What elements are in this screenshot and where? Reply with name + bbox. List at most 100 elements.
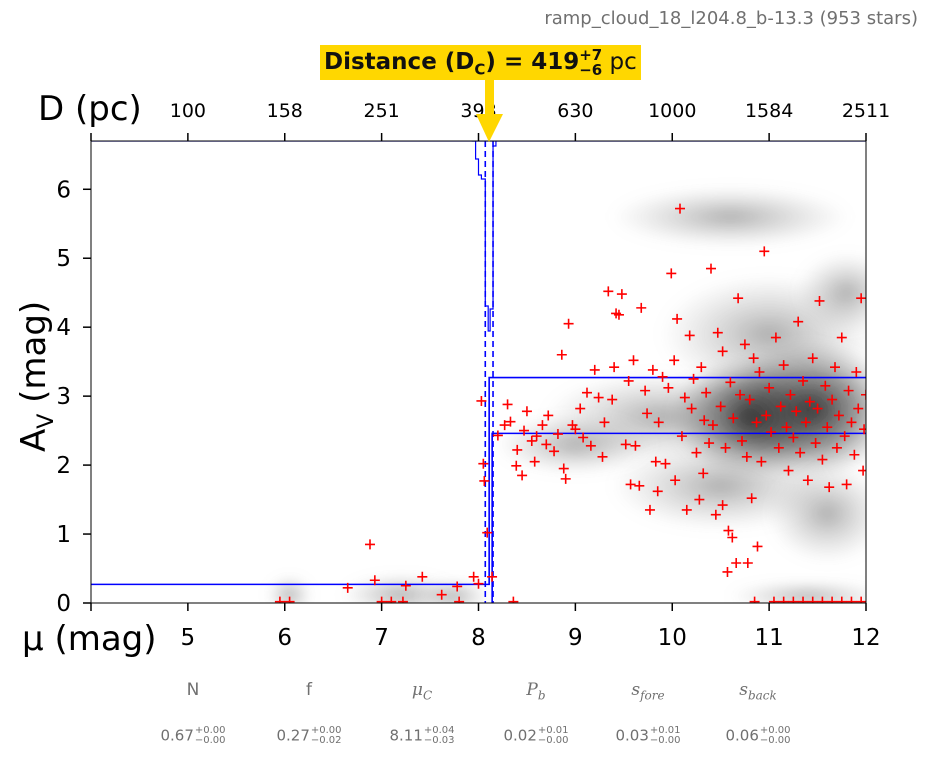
star-marker — [563, 318, 574, 329]
x-tick-label: 7 — [374, 625, 389, 651]
star-marker — [676, 431, 687, 442]
density-blob — [267, 576, 312, 603]
y-tick-label: 0 — [56, 591, 71, 617]
param-name: N — [186, 680, 200, 700]
star-marker — [684, 330, 695, 341]
star-marker — [686, 403, 697, 414]
star-marker — [759, 246, 770, 257]
star-marker — [827, 394, 838, 405]
star-marker — [512, 444, 523, 455]
star-marker — [511, 460, 522, 471]
star-marker — [642, 408, 653, 419]
density-blob — [727, 582, 866, 603]
star-marker — [647, 364, 658, 375]
cloud-title: ramp_cloud_18_l204.8_b-13.3 (953 stars) — [544, 8, 918, 29]
star-marker — [853, 403, 864, 414]
x-tick-label: 10 — [658, 625, 687, 651]
density-blob — [796, 252, 866, 333]
star-marker — [701, 387, 712, 398]
star-marker — [851, 367, 862, 377]
star-marker — [640, 385, 651, 396]
y-tick-label: 4 — [56, 315, 71, 341]
star-marker — [775, 401, 786, 412]
star-marker — [607, 394, 618, 405]
star-marker — [482, 527, 493, 538]
parameter-table: N 0.67 +0.00 −0.00 f 0.27 +0.00 −0.02 μC 8.11 +0.0… — [0, 670, 928, 760]
star-marker — [810, 438, 821, 449]
star-marker — [657, 371, 668, 382]
y-tick-label: 2 — [56, 453, 71, 479]
star-marker — [698, 468, 709, 479]
star-marker — [748, 353, 759, 364]
star-marker — [778, 360, 789, 371]
top-tick-label: 1584 — [745, 100, 793, 122]
star-marker — [582, 387, 592, 398]
density-blob — [419, 580, 490, 603]
star-marker — [531, 431, 542, 442]
x-tick-label: 11 — [754, 625, 783, 651]
star-marker — [652, 486, 663, 497]
star-marker — [487, 571, 498, 582]
top-tick-label: 2511 — [842, 100, 890, 122]
top-tick-label: 1000 — [648, 100, 696, 122]
distance-pointer — [476, 80, 503, 142]
param-name: Pb — [526, 680, 546, 703]
star-marker — [560, 473, 571, 484]
star-marker — [681, 504, 692, 515]
star-marker — [717, 346, 728, 357]
star-marker — [694, 494, 705, 505]
star-marker — [788, 432, 799, 443]
star-marker — [812, 403, 823, 414]
star-marker — [754, 367, 765, 377]
top-tick-label: 630 — [557, 100, 593, 122]
star-marker — [526, 435, 537, 446]
star-marker — [843, 385, 854, 396]
star-marker — [502, 399, 513, 410]
star-marker — [846, 417, 857, 428]
star-marker — [768, 596, 779, 603]
star-marker — [798, 596, 809, 603]
star-marker — [807, 596, 818, 603]
star-marker — [707, 420, 718, 431]
star-marker — [628, 355, 639, 366]
star-marker — [609, 362, 620, 373]
star-marker — [508, 596, 519, 603]
star-marker — [616, 289, 627, 300]
star-marker — [556, 349, 567, 360]
param-value: 0.67 +0.00 −0.00 — [160, 725, 226, 746]
star-marker — [613, 309, 624, 320]
star-marker — [543, 410, 554, 421]
star-marker — [773, 442, 784, 453]
star-marker — [751, 417, 762, 428]
star-marker — [691, 447, 702, 458]
star-marker — [739, 339, 750, 350]
star-marker — [492, 430, 503, 441]
star-marker — [593, 392, 604, 403]
star-marker — [274, 596, 285, 603]
star-marker — [761, 410, 772, 421]
star-marker — [841, 479, 852, 490]
star-marker — [783, 465, 794, 476]
y-tick-label: 5 — [56, 246, 71, 272]
star-marker — [505, 416, 516, 427]
star-marker — [541, 439, 552, 450]
star-marker — [417, 571, 428, 582]
x-tick-label: 5 — [181, 625, 196, 651]
star-marker — [856, 596, 866, 603]
star-marker — [479, 475, 490, 486]
star-marker — [644, 504, 655, 515]
star-marker — [827, 596, 838, 603]
star-marker — [831, 442, 842, 453]
star-marker — [473, 578, 484, 589]
y-tick-label: 1 — [56, 522, 71, 548]
star-marker — [620, 439, 631, 450]
star-marker — [663, 382, 674, 393]
star-marker — [731, 558, 742, 569]
star-marker — [712, 327, 723, 338]
top-axis-label: D (pc) — [38, 89, 142, 129]
star-marker — [720, 442, 731, 453]
star-marker — [849, 449, 860, 460]
star-marker — [728, 413, 739, 424]
star-marker — [722, 566, 733, 577]
